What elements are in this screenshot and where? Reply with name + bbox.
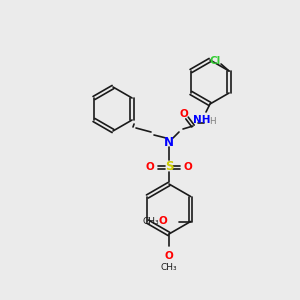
Text: O: O bbox=[184, 162, 192, 172]
Text: N: N bbox=[164, 136, 174, 148]
Text: O: O bbox=[158, 217, 167, 226]
Text: NH: NH bbox=[193, 115, 211, 125]
Text: O: O bbox=[146, 162, 154, 172]
Text: CH₃: CH₃ bbox=[161, 262, 177, 272]
Text: O: O bbox=[165, 251, 173, 261]
Text: CH₃: CH₃ bbox=[142, 217, 159, 226]
Text: Cl: Cl bbox=[209, 56, 221, 66]
Text: S: S bbox=[165, 160, 173, 173]
Text: O: O bbox=[180, 109, 188, 119]
Text: H: H bbox=[209, 118, 215, 127]
